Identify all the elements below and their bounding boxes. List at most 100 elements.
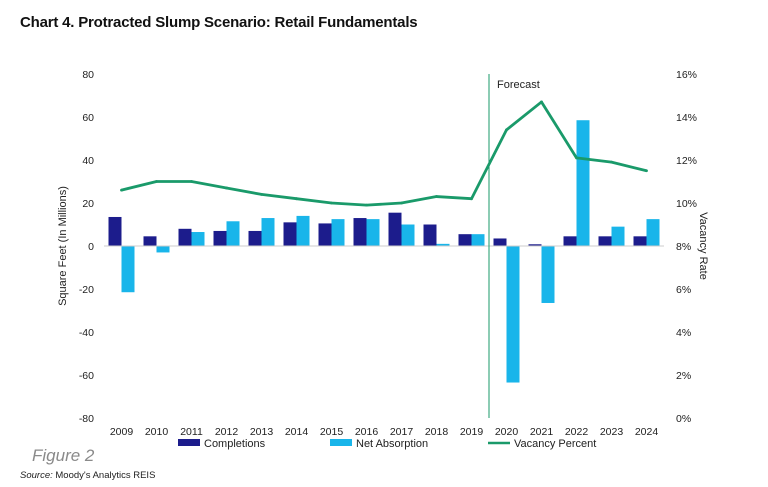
x-tick-label: 2010 [145, 426, 169, 438]
left-tick-label: -60 [79, 370, 94, 382]
right-tick-label: 10% [676, 198, 697, 210]
legend-swatch-completions [178, 439, 200, 446]
completions-bar-2014 [283, 222, 297, 246]
vacancy-point-2012 [225, 186, 228, 190]
vacancy-point-2022 [575, 156, 578, 160]
left-tick-label: 20 [82, 198, 94, 210]
vacancy-point-2013 [260, 193, 263, 196]
source-text: Moody's Analytics REIS [52, 470, 156, 481]
forecast-label: Forecast [497, 79, 540, 91]
net-absorption-bar-2011 [191, 232, 205, 246]
net-absorption-bar-2020 [506, 246, 520, 383]
chart-title: Chart 4. Protracted Slump Scenario: Reta… [20, 14, 418, 31]
vacancy-point-2011 [190, 180, 193, 183]
right-axis-title: Vacancy Rate [697, 212, 709, 280]
left-tick-label: -20 [79, 284, 94, 296]
vacancy-point-2018 [435, 195, 438, 198]
net-absorption-bar-2022 [576, 120, 590, 246]
net-absorption-bar-2010 [156, 246, 170, 253]
completions-bar-2011 [178, 228, 192, 246]
completions-bar-2022 [563, 236, 577, 246]
completions-bar-2018 [423, 224, 437, 246]
right-tick-label: 8% [676, 241, 691, 253]
x-tick-label: 2023 [600, 426, 624, 438]
right-tick-label: 2% [676, 370, 691, 382]
right-tick-label: 12% [676, 155, 697, 167]
x-tick-label: 2013 [250, 426, 274, 438]
vacancy-point-2009 [120, 188, 123, 192]
completions-bar-2024 [633, 236, 647, 246]
x-tick-label: 2018 [425, 426, 449, 438]
x-tick-label: 2024 [635, 426, 659, 438]
x-tick-label: 2021 [530, 426, 554, 438]
completions-bar-2015 [318, 223, 332, 246]
vacancy-point-2015 [330, 201, 333, 205]
legend-label-completions: Completions [204, 438, 266, 450]
source-label: Source: [20, 470, 53, 481]
left-tick-label: 40 [82, 155, 94, 167]
completions-bar-2023 [598, 236, 612, 246]
vacancy-point-2024 [645, 169, 648, 173]
completions-bar-2019 [458, 234, 472, 246]
completions-bar-2012 [213, 230, 227, 246]
completions-bar-2016 [353, 218, 367, 246]
x-tick-label: 2019 [460, 426, 484, 438]
completions-bar-2017 [388, 212, 402, 246]
left-tick-label: 80 [82, 69, 94, 81]
right-tick-label: 0% [676, 413, 691, 425]
net-absorption-bar-2015 [331, 219, 345, 246]
left-axis-ticks: 80 60 40 20 0 -20 -40 -60 -80 [79, 69, 94, 425]
x-tick-label: 2020 [495, 426, 519, 438]
net-absorption-bar-2012 [226, 221, 240, 246]
x-tick-label: 2022 [565, 426, 589, 438]
vacancy-point-2020 [505, 128, 508, 132]
x-tick-label: 2012 [215, 426, 239, 438]
legend-label-vacancy-percent: Vacancy Percent [514, 438, 596, 450]
completions-bar-2021 [528, 244, 542, 246]
net-absorption-bar-2013 [261, 218, 275, 246]
x-tick-label: 2011 [180, 426, 203, 438]
completions-bar-2009 [108, 216, 122, 246]
x-tick-label: 2014 [285, 426, 309, 438]
net-absorption-bar-2017 [401, 224, 415, 246]
source-note: Source: Moody's Analytics REIS [20, 470, 155, 481]
left-tick-label: 0 [88, 241, 94, 253]
right-tick-label: 4% [676, 327, 691, 339]
x-tick-label: 2009 [110, 426, 134, 438]
legend-swatch-net-absorption [330, 439, 352, 446]
figure-label: Figure 2 [32, 446, 95, 465]
net-absorption-bar-2024 [646, 219, 660, 246]
vacancy-point-2023 [610, 160, 613, 164]
vacancy-percent-line [121, 100, 647, 207]
left-tick-label: -40 [79, 327, 94, 339]
right-tick-label: 16% [676, 69, 697, 81]
right-axis-ticks: 16% 14% 12% 10% 8% 6% 4% 2% 0% [676, 69, 697, 425]
x-axis-ticks: 2009 2010 2011 2012 2013 2014 2015 2016 2017 2018… [110, 426, 659, 438]
left-tick-label: -80 [79, 413, 94, 425]
left-tick-label: 60 [82, 112, 94, 124]
right-tick-label: 6% [676, 284, 691, 296]
x-tick-label: 2017 [390, 426, 414, 438]
vacancy-point-2021 [540, 100, 543, 104]
net-absorption-bar-2018 [436, 243, 450, 246]
net-absorption-bar-2016 [366, 219, 380, 246]
right-tick-label: 14% [676, 112, 697, 124]
legend: Completions Net Absorption Vacancy Perce… [178, 438, 596, 450]
vacancy-point-2017 [400, 201, 403, 205]
net-absorption-bar-2023 [611, 226, 625, 246]
net-absorption-bar-2021 [541, 246, 555, 303]
legend-label-net-absorption: Net Absorption [356, 438, 428, 450]
completions-bar-2010 [143, 236, 157, 246]
vacancy-point-2016 [365, 203, 368, 207]
vacancy-point-2014 [295, 197, 298, 201]
bars-layer [108, 120, 660, 383]
x-tick-label: 2016 [355, 426, 379, 438]
net-absorption-bar-2019 [471, 234, 485, 246]
vacancy-point-2019 [470, 197, 473, 201]
net-absorption-bar-2009 [121, 246, 135, 293]
net-absorption-bar-2014 [296, 215, 310, 246]
vacancy-line-layer [120, 100, 648, 207]
x-tick-label: 2015 [320, 426, 344, 438]
completions-bar-2013 [248, 230, 262, 246]
